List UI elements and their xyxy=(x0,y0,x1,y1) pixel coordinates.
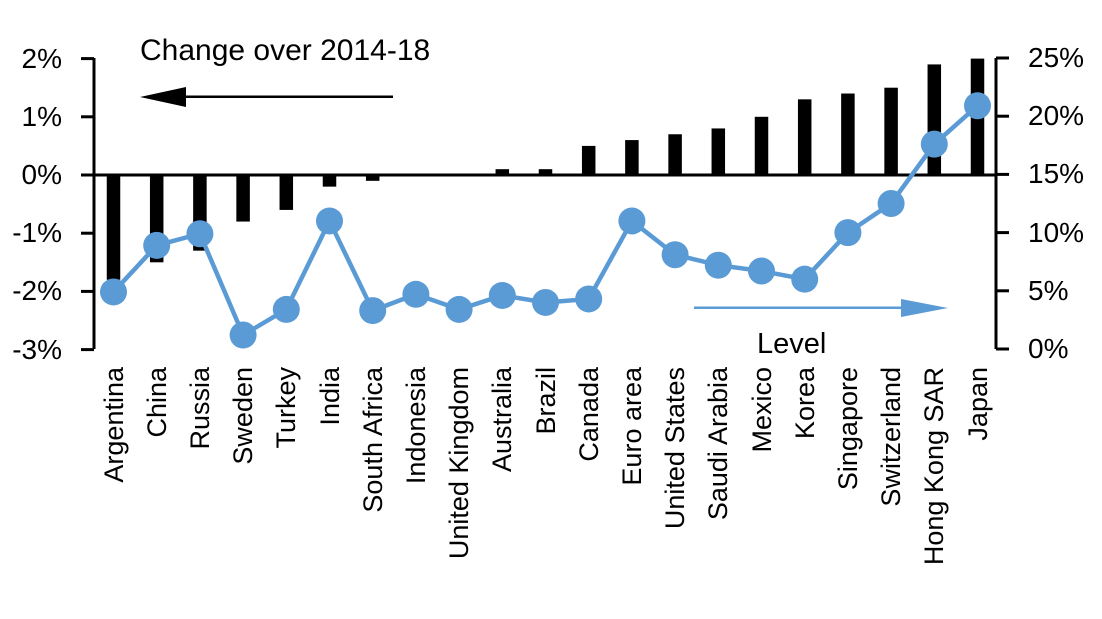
right-axis-label-0-: 0% xyxy=(1028,333,1069,364)
category-label-euro-area: Euro area xyxy=(616,367,647,486)
left-axis-tick xyxy=(81,57,94,61)
category-label-canada: Canada xyxy=(573,367,604,462)
left-axis-line xyxy=(92,58,96,349)
left-axis-tick xyxy=(81,173,94,177)
right-axis-tick xyxy=(996,347,1009,351)
left-axis-label--2-: -2% xyxy=(12,275,62,307)
right-axis-label-10-: 10% xyxy=(1028,216,1085,248)
category-label-mexico: Mexico xyxy=(746,367,777,453)
bar-series-annotation: Change over 2014-18 xyxy=(140,34,431,67)
bar-series-arrow-shaft xyxy=(150,95,393,98)
line-series-arrow-head xyxy=(901,299,948,317)
bar-mexico xyxy=(754,116,769,175)
category-label-turkey: Turkey xyxy=(271,367,302,449)
right-axis-label-25-: 25% xyxy=(1028,42,1085,73)
bar-argentina xyxy=(106,175,121,280)
bar-australia xyxy=(495,169,510,175)
left-axis-label-2-: 2% xyxy=(21,42,62,74)
right-axis-label-20-: 20% xyxy=(1028,100,1085,132)
category-label-india: India xyxy=(314,367,345,426)
line-series-arrow-shaft xyxy=(694,306,906,309)
bar-series-arrow-head xyxy=(140,87,186,107)
marker-mexico xyxy=(748,257,775,285)
bar-canada xyxy=(581,145,596,175)
marker-argentina xyxy=(100,278,127,306)
marker-russia xyxy=(186,220,214,248)
category-label-united-kingdom: United Kingdom xyxy=(444,367,475,560)
category-label-russia: Russia xyxy=(184,367,215,450)
bar-united-states xyxy=(668,134,682,175)
right-axis-tick xyxy=(996,56,1009,60)
left-axis-tick xyxy=(81,115,94,119)
category-label-singapore: Singapore xyxy=(832,367,863,491)
left-axis-tick xyxy=(81,348,94,352)
bar-brazil xyxy=(538,169,553,175)
marker-saudi-arabia xyxy=(704,251,732,279)
bar-india xyxy=(322,175,337,187)
bar-singapore xyxy=(841,93,855,175)
bar-korea xyxy=(797,99,812,175)
left-axis-label-0-: 0% xyxy=(21,159,62,190)
right-axis-line xyxy=(994,58,998,349)
bar-euro-area xyxy=(625,140,639,175)
marker-switzerland xyxy=(877,190,905,217)
marker-hong-kong-sar xyxy=(920,130,948,158)
bar-hong-kong-sar xyxy=(927,64,942,175)
marker-united-states xyxy=(661,241,689,269)
category-label-argentina: Argentina xyxy=(98,367,129,483)
marker-korea xyxy=(791,265,819,293)
category-label-switzerland: Switzerland xyxy=(876,367,907,507)
left-axis-label-1-: 1% xyxy=(21,100,62,132)
left-axis-tick xyxy=(81,289,94,293)
bar-switzerland xyxy=(884,87,898,175)
category-label-sweden: Sweden xyxy=(228,367,259,465)
marker-south-africa xyxy=(359,297,387,325)
category-label-china: China xyxy=(141,367,172,438)
category-label-hong-kong-sar: Hong Kong SAR xyxy=(919,367,950,566)
marker-turkey xyxy=(272,295,300,323)
marker-australia xyxy=(488,281,516,309)
category-label-korea: Korea xyxy=(789,367,820,440)
right-axis-label-5-: 5% xyxy=(1028,274,1069,306)
right-axis-tick xyxy=(996,114,1009,118)
category-label-indonesia: Indonesia xyxy=(400,367,431,485)
category-label-australia: Australia xyxy=(487,367,518,473)
marker-singapore xyxy=(834,219,862,247)
right-axis-tick xyxy=(996,172,1009,176)
left-axis-tick xyxy=(81,231,94,235)
bar-south-africa xyxy=(365,175,380,181)
marker-china xyxy=(143,231,171,259)
bar-sweden xyxy=(236,175,250,222)
marker-euro-area xyxy=(618,207,646,235)
marker-indonesia xyxy=(402,280,430,308)
marker-sweden xyxy=(229,321,257,349)
line-series-annotation: Level xyxy=(757,328,827,360)
left-axis-label--3-: -3% xyxy=(12,333,62,365)
right-axis-tick xyxy=(996,231,1009,235)
right-axis-tick xyxy=(996,289,1009,293)
marker-japan xyxy=(964,92,991,120)
category-label-south-africa: South Africa xyxy=(357,367,388,513)
left-axis-label--1-: -1% xyxy=(12,217,62,249)
zero-baseline xyxy=(81,173,996,177)
marker-canada xyxy=(575,285,603,313)
bar-turkey xyxy=(279,175,294,210)
marker-united-kingdom xyxy=(445,295,473,323)
category-label-saudi-arabia: Saudi Arabia xyxy=(703,367,734,521)
marker-india xyxy=(316,207,343,235)
bar-saudi-arabia xyxy=(711,128,726,175)
category-label-brazil: Brazil xyxy=(530,367,561,435)
marker-brazil xyxy=(532,288,559,316)
category-label-japan: Japan xyxy=(962,367,993,441)
right-axis-label-15-: 15% xyxy=(1028,158,1085,190)
category-label-united-states: United States xyxy=(660,367,691,530)
